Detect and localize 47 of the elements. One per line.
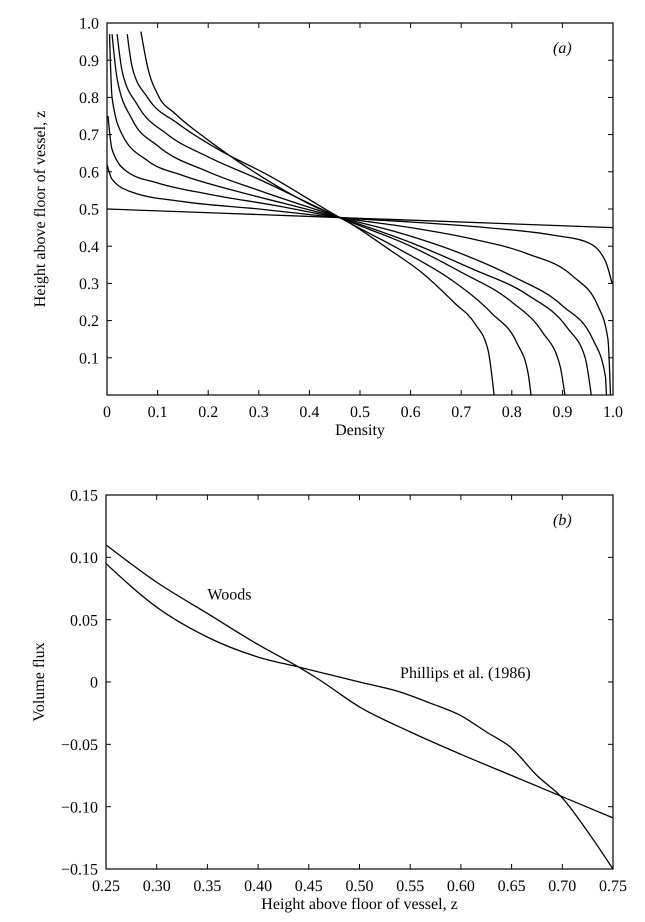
x-tick-label: 0.40	[244, 878, 272, 895]
x-tick-label: 0.25	[92, 878, 120, 895]
x-tick-label: 0	[103, 404, 111, 421]
x-tick-label: 0.6	[400, 404, 421, 421]
series-label: Phillips et al. (1986)	[400, 664, 531, 682]
x-tick-label: 0.2	[198, 404, 218, 421]
annotation: (b)	[553, 512, 572, 529]
x-tick-label: 0.4	[299, 404, 320, 421]
x-tick-label: 0.50	[346, 878, 374, 895]
y-tick-label: 0.05	[70, 612, 98, 630]
x-tick-label: 0.7	[451, 404, 472, 421]
x-tick-label: 0.30	[142, 878, 171, 895]
x-axis-title: Height above floor of vessel, z	[261, 896, 458, 913]
y-tick-label: −0.10	[60, 799, 98, 816]
y-tick-label: 0.5	[79, 202, 99, 219]
y-tick-label: 0	[90, 674, 98, 692]
x-tick-label: 0.60	[446, 878, 475, 895]
x-tick-label: 0.35	[193, 878, 222, 895]
y-tick-label: 0.7	[79, 127, 99, 144]
x-tick-label: 0.8	[502, 404, 522, 421]
x-tick-label: 0.75	[599, 878, 627, 895]
y-tick-label: 0.1	[79, 350, 99, 368]
y-tick-label: 0.2	[79, 313, 99, 330]
x-tick-label: 0.1	[148, 404, 168, 421]
y-tick-label: 0.4	[79, 238, 99, 256]
y-tick-label: 0.8	[79, 90, 99, 107]
x-tick-label: 0.65	[498, 878, 526, 895]
series-label: Woods	[207, 586, 252, 604]
y-tick-label: 0.15	[70, 488, 98, 505]
x-tick-label: 0.55	[396, 878, 424, 895]
annotation: (a)	[553, 40, 572, 57]
y-tick-label: 0.9	[79, 52, 99, 70]
x-axis-title: Density	[335, 422, 385, 439]
y-tick-label: −0.15	[60, 862, 98, 879]
y-axis-title: Volume flux	[31, 642, 48, 722]
y-axis-title: Height above floor of vessel, z	[32, 110, 49, 308]
x-tick-label: 0.9	[552, 404, 572, 421]
x-tick-label: 0.3	[248, 404, 269, 421]
x-tick-label: 1.0	[603, 404, 623, 421]
y-tick-label: 0.6	[79, 164, 99, 182]
x-tick-label: 0.70	[548, 878, 576, 895]
x-tick-label: 0.45	[294, 878, 323, 895]
y-tick-label: 0.10	[70, 550, 98, 567]
y-tick-label: 1.0	[79, 16, 99, 33]
y-tick-label: −0.05	[60, 736, 98, 754]
x-tick-label: 0.5	[350, 404, 370, 421]
y-tick-label: 0.3	[79, 276, 99, 293]
